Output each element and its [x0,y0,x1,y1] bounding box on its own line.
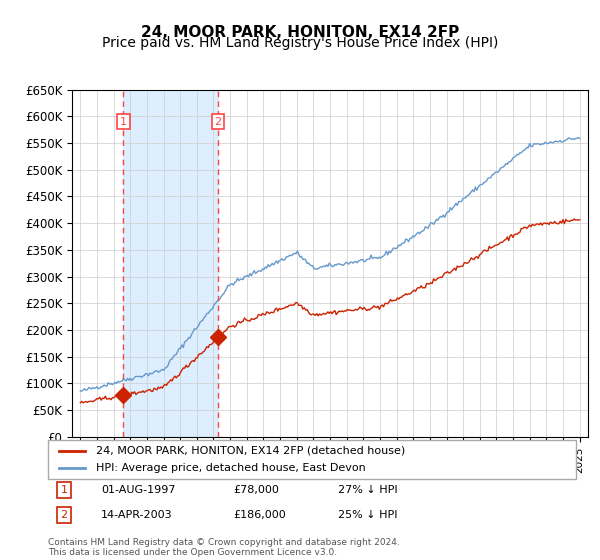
Text: Contains HM Land Registry data © Crown copyright and database right 2024.
This d: Contains HM Land Registry data © Crown c… [48,538,400,557]
Text: HPI: Average price, detached house, East Devon: HPI: Average price, detached house, East… [95,463,365,473]
Text: 27% ↓ HPI: 27% ↓ HPI [338,485,398,495]
Text: 2: 2 [60,510,67,520]
Bar [123,90,218,437]
Text: 25% ↓ HPI: 25% ↓ HPI [338,510,398,520]
Text: 24, MOOR PARK, HONITON, EX14 2FP: 24, MOOR PARK, HONITON, EX14 2FP [141,25,459,40]
Text: 1: 1 [61,485,67,495]
Text: 24, MOOR PARK, HONITON, EX14 2FP (detached house): 24, MOOR PARK, HONITON, EX14 2FP (detach… [95,446,405,456]
Text: £186,000: £186,000 [233,510,286,520]
FancyBboxPatch shape [48,440,576,479]
Text: Price paid vs. HM Land Registry's House Price Index (HPI): Price paid vs. HM Land Registry's House … [102,36,498,50]
Text: 2: 2 [215,116,222,127]
Text: 1: 1 [120,116,127,127]
Text: 01-AUG-1997: 01-AUG-1997 [101,485,175,495]
Text: 14-APR-2003: 14-APR-2003 [101,510,172,520]
Text: £78,000: £78,000 [233,485,278,495]
